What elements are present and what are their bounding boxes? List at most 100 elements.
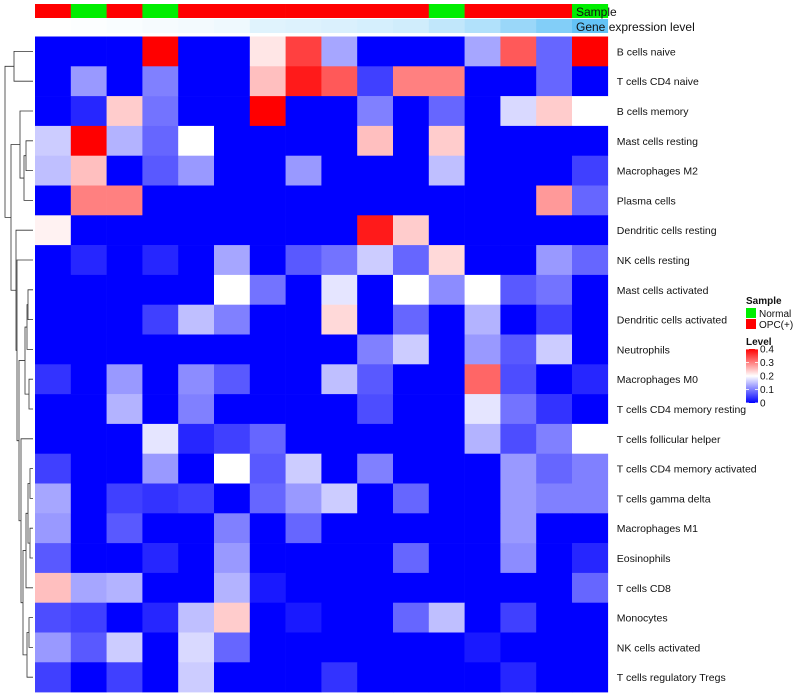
heatmap-cell <box>572 125 609 156</box>
heatmap-cell <box>70 245 107 276</box>
heatmap-cell <box>321 185 358 216</box>
heatmap-cell <box>357 185 394 216</box>
dendrogram-branch <box>25 512 33 589</box>
heatmap-cell <box>70 423 107 454</box>
heatmap-cell <box>536 543 573 574</box>
dendrogram-branch <box>4 65 14 218</box>
heatmap-cell <box>70 394 107 425</box>
dendrogram-branch <box>29 468 33 499</box>
heatmap-cell <box>500 453 537 484</box>
heatmap-cell <box>142 245 179 276</box>
heatmap-cell <box>428 572 465 603</box>
heatmap-cell <box>249 602 286 633</box>
expression-annotation-cell <box>464 19 501 33</box>
heatmap-cell <box>142 543 179 574</box>
heatmap-cell <box>106 483 143 514</box>
heatmap-cell <box>285 274 322 305</box>
heatmap-cell <box>321 274 358 305</box>
heatmap-cell <box>393 36 430 67</box>
row-dendrogram <box>4 51 33 678</box>
heatmap-cell <box>178 215 215 246</box>
heatmap-cell <box>249 632 286 663</box>
legend-tick-label: 0.4 <box>760 345 774 356</box>
heatmap-cell <box>35 423 72 454</box>
heatmap-cell <box>428 245 465 276</box>
heatmap-cell <box>536 423 573 454</box>
heatmap-cell <box>357 662 394 693</box>
legend-tick-label: 0.3 <box>760 358 774 369</box>
legend-normal-label: Normal <box>759 309 791 320</box>
heatmap-cell <box>321 572 358 603</box>
heatmap-cell <box>428 513 465 544</box>
heatmap-cell <box>178 513 215 544</box>
heatmap-cell <box>357 513 394 544</box>
legend-normal-swatch <box>746 308 756 318</box>
heatmap-cell <box>249 185 286 216</box>
heatmap-cell <box>106 662 143 693</box>
heatmap-cell <box>35 364 72 395</box>
heatmap-cell <box>249 304 286 335</box>
heatmap-cell <box>393 513 430 544</box>
sample-annotation-cell <box>35 4 72 18</box>
heatmap-cell <box>357 632 394 663</box>
heatmap-cell <box>178 185 215 216</box>
heatmap-cell <box>572 572 609 603</box>
row-labels: B cells naive T cells CD4 naive B cells me… <box>617 46 757 684</box>
heatmap-cell <box>500 125 537 156</box>
heatmap-cell <box>572 245 609 276</box>
heatmap-cell <box>428 423 465 454</box>
heatmap-cell <box>393 96 430 127</box>
heatmap-cell <box>214 662 251 693</box>
sample-annotation-cell <box>106 4 143 18</box>
heatmap-cell <box>321 662 358 693</box>
sample-annotation-cell <box>464 4 501 18</box>
heatmap-cell <box>572 632 609 663</box>
heatmap-cell <box>35 513 72 544</box>
heatmap-cell <box>70 632 107 663</box>
heatmap-cell <box>285 334 322 365</box>
heatmap-cell <box>35 602 72 633</box>
heatmap-cell <box>572 602 609 633</box>
heatmap-cell <box>536 334 573 365</box>
heatmap-cell <box>178 36 215 67</box>
heatmap-cell <box>142 66 179 97</box>
heatmap-cell <box>393 364 430 395</box>
heatmap-cell <box>536 155 573 186</box>
heatmap-cell <box>428 125 465 156</box>
heatmap-cell <box>178 334 215 365</box>
heatmap-cell <box>572 66 609 97</box>
heatmap-cell <box>142 423 179 454</box>
heatmap-cell <box>178 125 215 156</box>
heatmap-cell <box>464 572 501 603</box>
heatmap-cell <box>500 602 537 633</box>
heatmap-cell <box>285 215 322 246</box>
heatmap-cell <box>106 155 143 186</box>
heatmap-cell <box>536 572 573 603</box>
heatmap-cell <box>142 36 179 67</box>
heatmap-cell <box>357 453 394 484</box>
heatmap-cell <box>464 602 501 633</box>
heatmap-cell <box>500 513 537 544</box>
heatmap-cell <box>464 274 501 305</box>
heatmap-cell <box>428 185 465 216</box>
heatmap-cell <box>214 304 251 335</box>
heatmap-cell <box>214 394 251 425</box>
sample-annotation-cell <box>142 4 179 18</box>
heatmap-cell <box>70 185 107 216</box>
heatmap-cell <box>142 513 179 544</box>
heatmap-cell <box>572 543 609 574</box>
heatmap-cell <box>106 36 143 67</box>
heatmap-cell <box>35 215 72 246</box>
heatmap-cell <box>321 66 358 97</box>
heatmap-cell <box>464 245 501 276</box>
heatmap-cell <box>285 364 322 395</box>
heatmap-cell <box>500 185 537 216</box>
heatmap-cell <box>70 364 107 395</box>
heatmap-cell <box>536 483 573 514</box>
row-label: T cells CD8 <box>617 583 671 595</box>
heatmap-cell <box>572 36 609 67</box>
heatmap-cell <box>428 602 465 633</box>
heatmap-cell <box>178 96 215 127</box>
row-label: T cells CD4 memory resting <box>617 404 746 416</box>
